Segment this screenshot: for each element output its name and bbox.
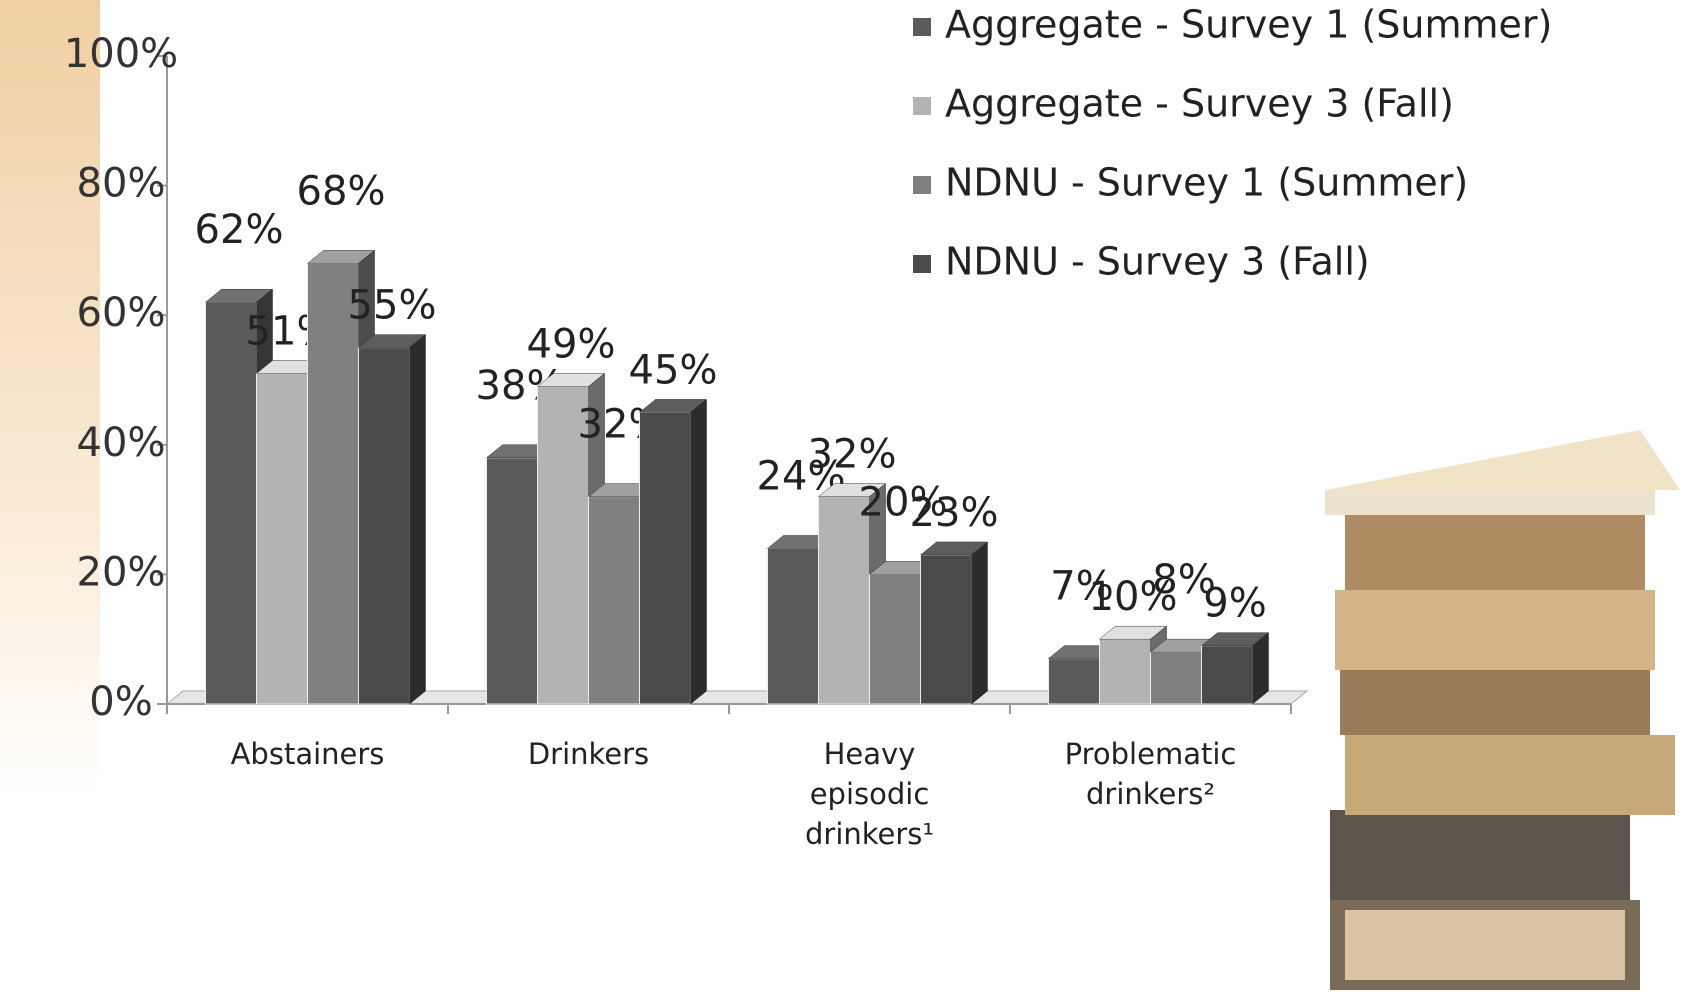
bar-front — [1049, 659, 1100, 704]
legend-swatch — [913, 255, 931, 273]
bar-front — [870, 574, 921, 704]
bar-front — [1151, 652, 1202, 704]
bar-front — [768, 548, 819, 704]
bar — [359, 335, 426, 704]
legend-label: NDNU - Survey 1 (Summer) — [945, 161, 1468, 205]
value-label: 9% — [1203, 581, 1266, 627]
bar-front — [487, 458, 538, 704]
bar-front — [359, 348, 410, 704]
legend-swatch — [913, 18, 931, 36]
y-tick-label: 80% — [77, 161, 166, 207]
value-label: 55% — [348, 283, 437, 329]
bar-front — [308, 263, 359, 704]
value-label: 68% — [297, 168, 386, 214]
bar-front — [921, 555, 972, 704]
x-tick-label: Abstainers — [208, 734, 408, 774]
bar — [1202, 633, 1269, 704]
y-tick-label: 0% — [89, 679, 152, 725]
books — [1325, 430, 1680, 990]
value-label: 45% — [629, 347, 718, 393]
page: 0%20%40%60%80%100%62%38%24%7%Aggregate -… — [0, 0, 1694, 993]
bar-side — [972, 542, 988, 704]
x-tick-label: Problematic drinkers² — [1051, 734, 1251, 814]
value-label: 32% — [808, 432, 897, 478]
y-tick-label: 20% — [77, 549, 166, 595]
bar-front — [257, 374, 308, 704]
bar-front — [589, 497, 640, 704]
value-label: 62% — [195, 207, 284, 253]
bar-front — [1100, 639, 1151, 704]
y-tick-label: 100% — [64, 31, 178, 77]
bar-front — [1202, 646, 1253, 704]
bar-side — [691, 399, 707, 704]
legend-swatch — [913, 97, 931, 115]
x-tick-label: Drinkers — [489, 734, 689, 774]
value-label: 49% — [527, 321, 616, 367]
bar-front — [640, 412, 691, 704]
value-label: 23% — [910, 490, 999, 536]
x-tick-label: Heavy episodic drinkers¹ — [770, 734, 970, 854]
bar-front — [819, 497, 870, 704]
legend-label: Aggregate - Survey 1 (Summer) — [945, 3, 1552, 47]
legend-swatch — [913, 176, 931, 194]
legend-label: Aggregate - Survey 3 (Fall) — [945, 82, 1454, 126]
bar-side — [410, 335, 426, 704]
bar-front — [206, 302, 257, 704]
legend-label: NDNU - Survey 3 (Fall) — [945, 240, 1370, 284]
y-tick-label: 40% — [77, 420, 166, 466]
bar — [921, 542, 988, 704]
bar — [640, 399, 707, 704]
y-tick-label: 60% — [77, 290, 166, 336]
